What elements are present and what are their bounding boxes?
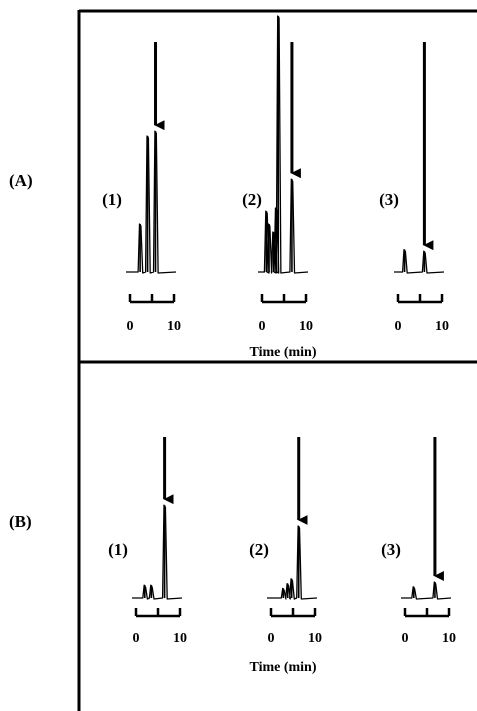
chromatogram-b-3: (3) 0 10 bbox=[381, 437, 456, 646]
time-axis-tick-label: 10 bbox=[173, 631, 187, 646]
time-axis-tick-label: 0 bbox=[268, 631, 275, 646]
time-axis-tick-label: 0 bbox=[402, 631, 409, 646]
chromatogram-b-1: (1) 0 10 bbox=[108, 437, 187, 646]
time-axis-tick-label: 10 bbox=[167, 319, 181, 334]
chromatogram-trace bbox=[126, 130, 177, 274]
chromatogram-label: (3) bbox=[381, 540, 401, 559]
time-axis-tick-label: 10 bbox=[299, 319, 313, 334]
panel-a: (A) Time (min) bbox=[9, 171, 317, 360]
chromatogram-a-1: (1) 0 10 bbox=[102, 42, 181, 334]
time-axis-tick-label: 10 bbox=[435, 319, 449, 334]
panel-b: (B) Time (min) bbox=[9, 512, 317, 675]
time-axis-tick-label: 0 bbox=[127, 319, 134, 334]
chromatogram-trace bbox=[258, 15, 309, 274]
chromatogram-trace bbox=[401, 581, 452, 600]
panel-label-a: (A) bbox=[9, 171, 33, 190]
chromatogram-trace bbox=[132, 504, 183, 600]
chromatogram-plots: (1) 0 10 (2) 0 10 (3) 0 10 (1) 0 10 (2) 0 10 (3) 0 10 bbox=[102, 15, 456, 646]
x-axis-title-b: Time (min) bbox=[249, 660, 316, 675]
chromatogram-label: (1) bbox=[102, 190, 122, 209]
x-axis-title-a: Time (min) bbox=[249, 345, 316, 360]
time-axis-tick-label: 10 bbox=[442, 631, 456, 646]
time-axis-tick-label: 0 bbox=[259, 319, 266, 334]
panel-label-b: (B) bbox=[9, 512, 32, 531]
chromatogram-b-2: (2) 0 10 bbox=[249, 437, 322, 646]
chromatogram-label: (2) bbox=[242, 190, 262, 209]
chromatogram-a-2: (2) 0 10 bbox=[242, 15, 313, 334]
chromatogram-label: (2) bbox=[249, 540, 269, 559]
time-axis-tick-label: 0 bbox=[133, 631, 140, 646]
chromatogram-label: (1) bbox=[108, 540, 128, 559]
time-axis-tick-label: 10 bbox=[308, 631, 322, 646]
chromatogram-a-3: (3) 0 10 bbox=[379, 42, 449, 334]
chromatogram-label: (3) bbox=[379, 190, 399, 209]
time-axis-tick-label: 0 bbox=[395, 319, 402, 334]
chromatogram-trace bbox=[394, 248, 445, 274]
